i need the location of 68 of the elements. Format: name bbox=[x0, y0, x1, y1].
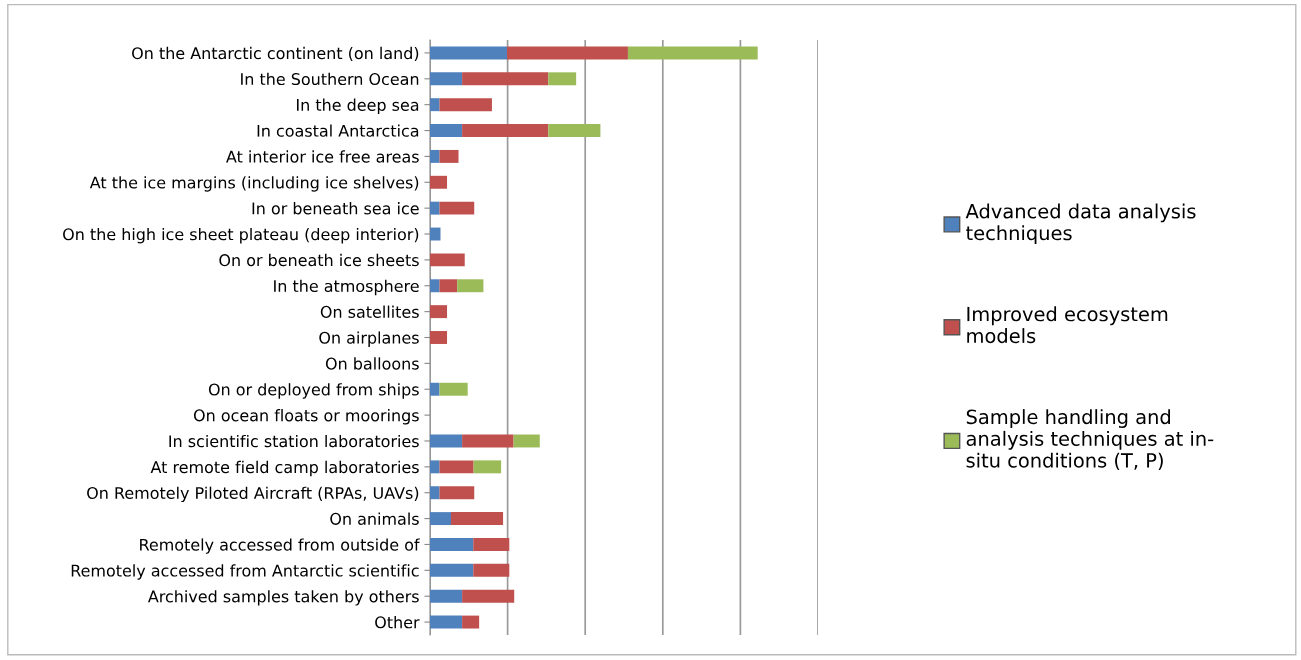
bar bbox=[462, 589, 515, 603]
bar bbox=[473, 563, 510, 577]
bar bbox=[430, 46, 508, 60]
bar bbox=[430, 512, 451, 526]
bar bbox=[507, 46, 628, 60]
y-tick-label: Remotely accessed from Antarctic scientific bbox=[71, 564, 419, 580]
bar bbox=[430, 331, 448, 344]
y-tick-label: On the high ice sheet plateau (deep interior) bbox=[63, 227, 419, 244]
y-tick-label: At the ice margins (including ice shelves) bbox=[89, 176, 419, 192]
bar bbox=[430, 305, 448, 319]
y-tick-label: In the atmosphere bbox=[274, 279, 419, 296]
bar bbox=[450, 512, 504, 526]
y-tick-label: In the Southern Ocean bbox=[241, 72, 419, 86]
bar bbox=[430, 72, 463, 86]
bar bbox=[462, 434, 514, 448]
legend-label: Sample handling and analysis techniques at in- situ conditions (T, P) bbox=[966, 409, 1214, 471]
bar bbox=[430, 486, 440, 500]
bar bbox=[430, 279, 440, 293]
bar bbox=[430, 537, 474, 551]
bar bbox=[430, 563, 474, 577]
bar bbox=[462, 615, 480, 629]
y-tick-label: In or beneath sea ice bbox=[252, 202, 419, 215]
y-tick-label: Other bbox=[375, 616, 420, 629]
y-tick-label: At remote field camp laboratories bbox=[150, 460, 419, 477]
bar bbox=[439, 460, 474, 474]
y-tick-label: On Remotely Piloted Aircraft (RPAs, UAVs) bbox=[87, 486, 419, 503]
y-tick-label: Archived samples taken by others bbox=[147, 590, 419, 606]
bar bbox=[462, 124, 549, 138]
bar bbox=[439, 486, 475, 500]
bar bbox=[430, 98, 440, 112]
legend-label: Advanced data analysis techniques bbox=[965, 203, 1196, 245]
bar bbox=[513, 434, 540, 448]
bar bbox=[430, 589, 463, 603]
bar bbox=[430, 149, 440, 163]
y-tick-label: At interior ice free areas bbox=[226, 150, 419, 163]
bar bbox=[473, 460, 502, 474]
y-tick-label: Remotely accessed from outside of bbox=[140, 538, 420, 554]
bar bbox=[430, 175, 448, 189]
bar bbox=[462, 72, 549, 86]
bar bbox=[473, 537, 510, 551]
bar bbox=[439, 382, 468, 396]
y-tick-label: In the deep sea bbox=[297, 98, 419, 115]
bar bbox=[439, 201, 475, 215]
y-tick-label: On satellites bbox=[320, 305, 419, 318]
bar bbox=[439, 149, 459, 163]
bar bbox=[430, 434, 463, 448]
bar bbox=[430, 124, 463, 138]
bar bbox=[627, 46, 758, 60]
y-tick-label: On airplanes bbox=[319, 331, 419, 347]
bar bbox=[548, 72, 577, 86]
y-tick-label: On balloons bbox=[325, 357, 419, 370]
y-tick-label: On or beneath ice sheets bbox=[219, 253, 419, 267]
bar bbox=[548, 124, 601, 138]
y-tick-label: In coastal Antarctica bbox=[257, 124, 419, 137]
bar bbox=[430, 460, 440, 474]
y-tick-label: On animals bbox=[330, 512, 419, 525]
y-tick-label: In scientific station laboratories bbox=[169, 434, 419, 448]
bar bbox=[430, 201, 440, 215]
legend-label: Improved ecosystem models bbox=[967, 306, 1168, 344]
y-tick-label: On ocean floats or moorings bbox=[193, 409, 419, 425]
bar bbox=[430, 253, 465, 267]
bar bbox=[457, 279, 484, 293]
bar bbox=[430, 615, 463, 629]
bar bbox=[439, 98, 492, 112]
y-tick-label: On the Antarctic continent (on land) bbox=[132, 46, 419, 62]
bar bbox=[430, 382, 440, 396]
bar bbox=[439, 279, 458, 293]
y-tick-label: On or deployed from ships bbox=[208, 383, 419, 399]
